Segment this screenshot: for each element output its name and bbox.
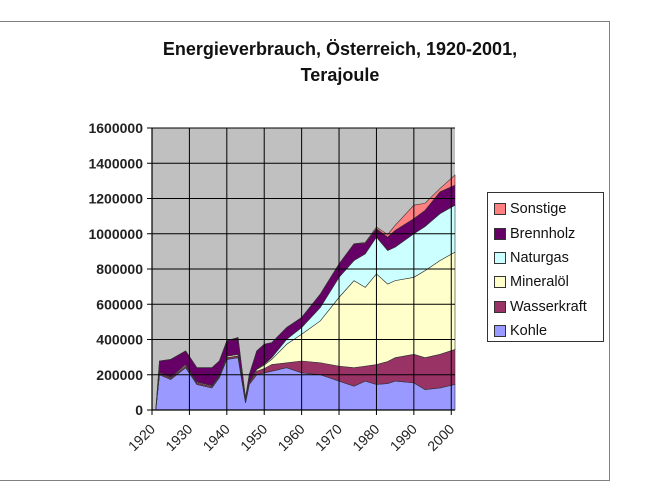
y-tick-label: 600000 (96, 296, 143, 312)
legend-label: Brennholz (510, 225, 576, 242)
legend-label: Kohle (510, 323, 548, 340)
x-tick-label: 1960 (274, 421, 307, 454)
chart-title: Energieverbrauch, Österreich, 1920-2001,… (80, 36, 600, 88)
x-tick-label: 1970 (312, 421, 345, 454)
x-tick-label: 1980 (349, 421, 382, 454)
area-sonstige (152, 174, 456, 411)
x-tick-label: 2000 (424, 421, 457, 454)
y-tick-label: 800000 (96, 261, 143, 277)
legend-item-kohle: Kohle (494, 319, 603, 343)
y-tick-label: 1200000 (88, 191, 143, 207)
legend: Sonstige Brennholz Naturgas Mineralöl Wasser… (487, 192, 604, 342)
legend-item-mineralöl: Mineralöl (494, 270, 603, 294)
x-tick-label: 1990 (387, 421, 420, 454)
y-tick-label: 400000 (96, 332, 143, 348)
chart-title-line-2: Terajoule (300, 65, 380, 85)
x-tick-label: 1950 (237, 421, 270, 454)
legend-swatch (494, 227, 506, 240)
legend-swatch (494, 276, 506, 289)
y-tick-label: 1600000 (88, 120, 143, 136)
legend-label: Sonstige (510, 201, 567, 218)
x-tick-label: 1920 (125, 421, 158, 454)
legend-item-brennholz: Brennholz (494, 221, 603, 245)
x-tick-label: 1940 (200, 421, 233, 454)
chart-frame (0, 21, 610, 481)
legend-swatch (494, 300, 506, 313)
legend-item-sonstige: Sonstige (494, 197, 603, 221)
y-tick-label: 200000 (96, 367, 143, 383)
legend-item-wasserkraft: Wasserkraft (494, 295, 603, 319)
legend-label: Wasserkraft (510, 298, 587, 315)
legend-label: Naturgas (510, 249, 569, 266)
x-tick-label: 1930 (162, 421, 195, 454)
legend-item-naturgas: Naturgas (494, 246, 603, 270)
legend-swatch (494, 325, 506, 338)
legend-swatch (494, 251, 506, 264)
chart-title-line-1: Energieverbrauch, Österreich, 1920-2001, (162, 39, 518, 59)
y-tick-label: 1400000 (88, 155, 143, 171)
legend-swatch (494, 203, 506, 216)
legend-label: Mineralöl (510, 274, 569, 291)
y-tick-label: 1000000 (88, 226, 143, 242)
y-tick-label: 0 (135, 402, 143, 418)
